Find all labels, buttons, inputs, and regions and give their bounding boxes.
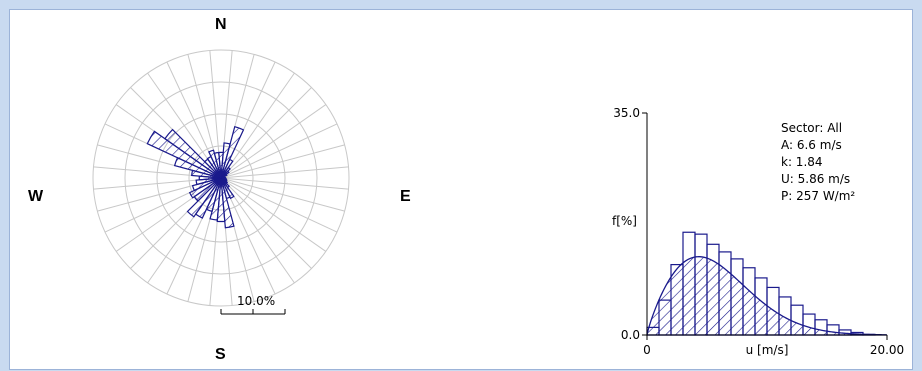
rose-sector-180 (216, 177, 226, 223)
east-label: E (400, 188, 411, 205)
rose-sector-300 (146, 130, 222, 179)
rose-ring (92, 49, 350, 307)
rose-spoke (220, 87, 312, 179)
rose-ring (124, 81, 318, 275)
weibull-stats: Sector: All A: 6.6 m/s k: 1.84 U: 5.86 m… (781, 120, 855, 205)
stat-p: P: 257 W/m² (781, 189, 856, 203)
x-tick-label-min: 0 (643, 343, 651, 357)
stat-sector: Sector: All (781, 121, 843, 135)
rose-sector-240 (188, 177, 222, 199)
rose-spoke (220, 123, 338, 179)
rose-spoke (220, 177, 349, 190)
rose-sector-350 (213, 151, 222, 179)
y-tick-label-max: 35.0 (613, 106, 640, 120)
rose-sector-220 (186, 177, 222, 218)
rose-spoke (220, 177, 327, 252)
rose-sector-250 (191, 177, 222, 192)
rose-scale-label: 10.0% (237, 294, 275, 308)
rose-spoke (220, 177, 345, 212)
north-label: N (215, 16, 227, 33)
rose-sector-150 (220, 177, 235, 200)
wind-rose-chart: 10.0% (92, 49, 350, 315)
stat-a: A: 6.6 m/s (781, 138, 842, 152)
stat-k: k: 1.84 (781, 155, 823, 169)
rose-spoke (220, 177, 312, 269)
west-label: W (28, 188, 44, 205)
chart-panel: N W E S 10.0% 35.0 0.0 f[%] 0 20.00 u [m/s] S… (9, 9, 913, 370)
rose-sector-340 (208, 149, 222, 179)
x-axis-label: u [m/s] (746, 343, 789, 357)
rose-spoke (220, 104, 327, 179)
y-tick-label-min: 0.0 (621, 328, 640, 342)
y-axis-label: f[%] (612, 214, 637, 228)
weibull-histogram-chart: 35.0 0.0 f[%] 0 20.00 u [m/s] (612, 106, 904, 357)
rose-spoke (220, 72, 295, 179)
rose-spoke (220, 177, 338, 233)
rose-sector-260 (195, 177, 222, 186)
rose-ring (156, 113, 286, 243)
stat-u: U: 5.86 m/s (781, 172, 851, 186)
x-tick-label-max: 20.00 (870, 343, 904, 357)
rose-spoke (220, 144, 345, 179)
rose-spoke (220, 166, 349, 179)
south-label: S (215, 346, 226, 363)
rose-sector-170 (220, 177, 235, 229)
rose-sector-310 (164, 128, 222, 179)
